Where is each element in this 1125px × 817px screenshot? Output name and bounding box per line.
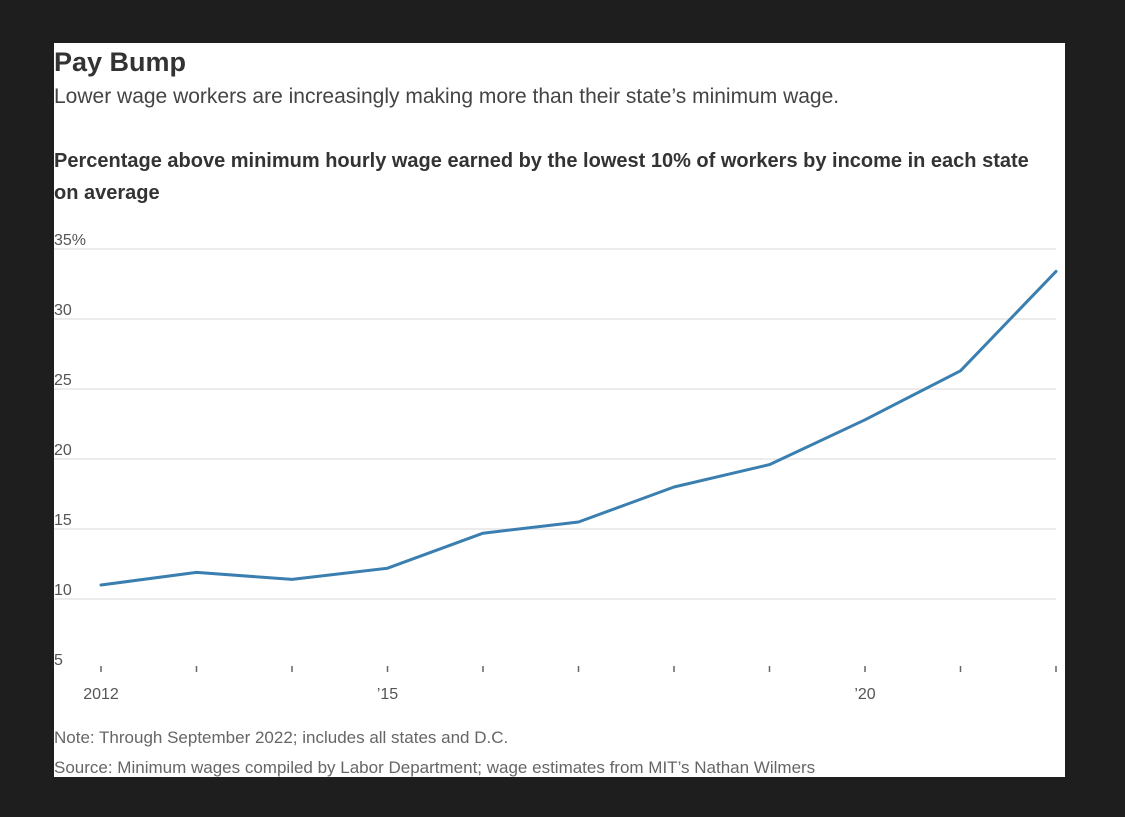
chart-footnote: Note: Through September 2022; includes a… xyxy=(54,723,815,783)
y-axis-labels: 5 10 15 20 25 30 35% xyxy=(54,232,86,669)
series-line xyxy=(99,269,1058,587)
source-text: Source: Minimum wages compiled by Labor … xyxy=(54,758,816,777)
note-text: Note: Through September 2022; includes a… xyxy=(54,728,509,747)
page-title: Pay Bump xyxy=(54,47,187,77)
y-tick-label: 25 xyxy=(54,372,72,389)
chart-card: Pay Bump Lower wage workers are increasi… xyxy=(54,43,1065,777)
y-tick-label: 5 xyxy=(54,652,63,669)
x-axis: 2012 ’15 ’20 xyxy=(83,666,1057,703)
series-layer xyxy=(99,269,1058,587)
y-tick-label: 15 xyxy=(54,512,72,529)
gridlines xyxy=(54,248,1056,600)
y-tick-label: 10 xyxy=(54,582,72,599)
x-tick-label: ’15 xyxy=(377,686,398,703)
y-tick-label: 30 xyxy=(54,302,72,319)
x-tick-label: 2012 xyxy=(83,686,119,703)
page-subtitle: Lower wage workers are increasingly maki… xyxy=(54,85,840,108)
y-tick-label: 35% xyxy=(54,232,86,249)
chart-heading: Percentage above minimum hourly wage ear… xyxy=(54,150,1029,204)
x-tick-label: ’20 xyxy=(854,686,875,703)
y-tick-label: 20 xyxy=(54,442,72,459)
line-chart: 5 10 15 20 25 30 35% 2012 ’15 ’20 xyxy=(54,232,1058,703)
